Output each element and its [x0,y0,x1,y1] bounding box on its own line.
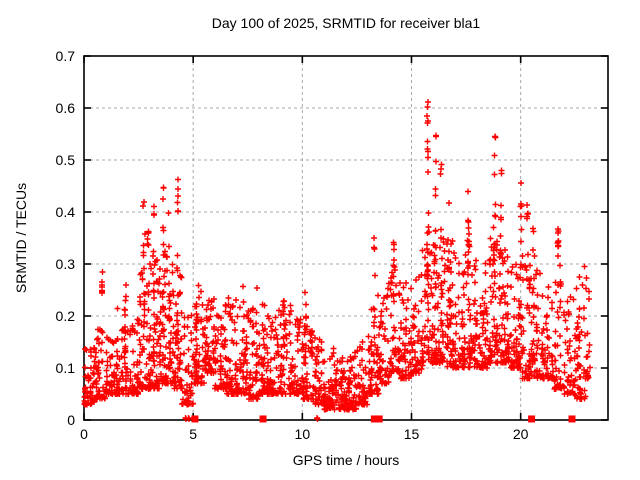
x-tick-label: 0 [80,426,88,442]
x-axis-label: GPS time / hours [292,452,400,468]
zero-value-square [191,415,199,423]
y-tick-label: 0.5 [56,152,76,168]
x-tick-label: 20 [513,426,529,442]
plot-border [83,55,609,421]
y-tick-label: 0.2 [56,308,76,324]
y-tick-label: 0.4 [56,204,76,220]
x-tick-label: 5 [189,426,197,442]
scatter-points [81,99,593,422]
zero-value-square [528,415,536,423]
zero-value-square [568,415,576,423]
y-tick-label: 0.3 [56,256,76,272]
chart-title: Day 100 of 2025, SRMTID for receiver bla… [211,15,481,31]
zero-value-square [375,415,383,423]
y-tick-label: 0.6 [56,100,76,116]
y-tick-label: 0.1 [56,360,76,376]
zero-value-square [370,415,378,423]
zero-value-square [259,415,267,423]
x-tick-label: 15 [404,426,420,442]
y-tick-label: 0.7 [56,48,76,64]
x-tick-label: 10 [295,426,311,442]
y-tick-label: 0 [67,412,75,428]
